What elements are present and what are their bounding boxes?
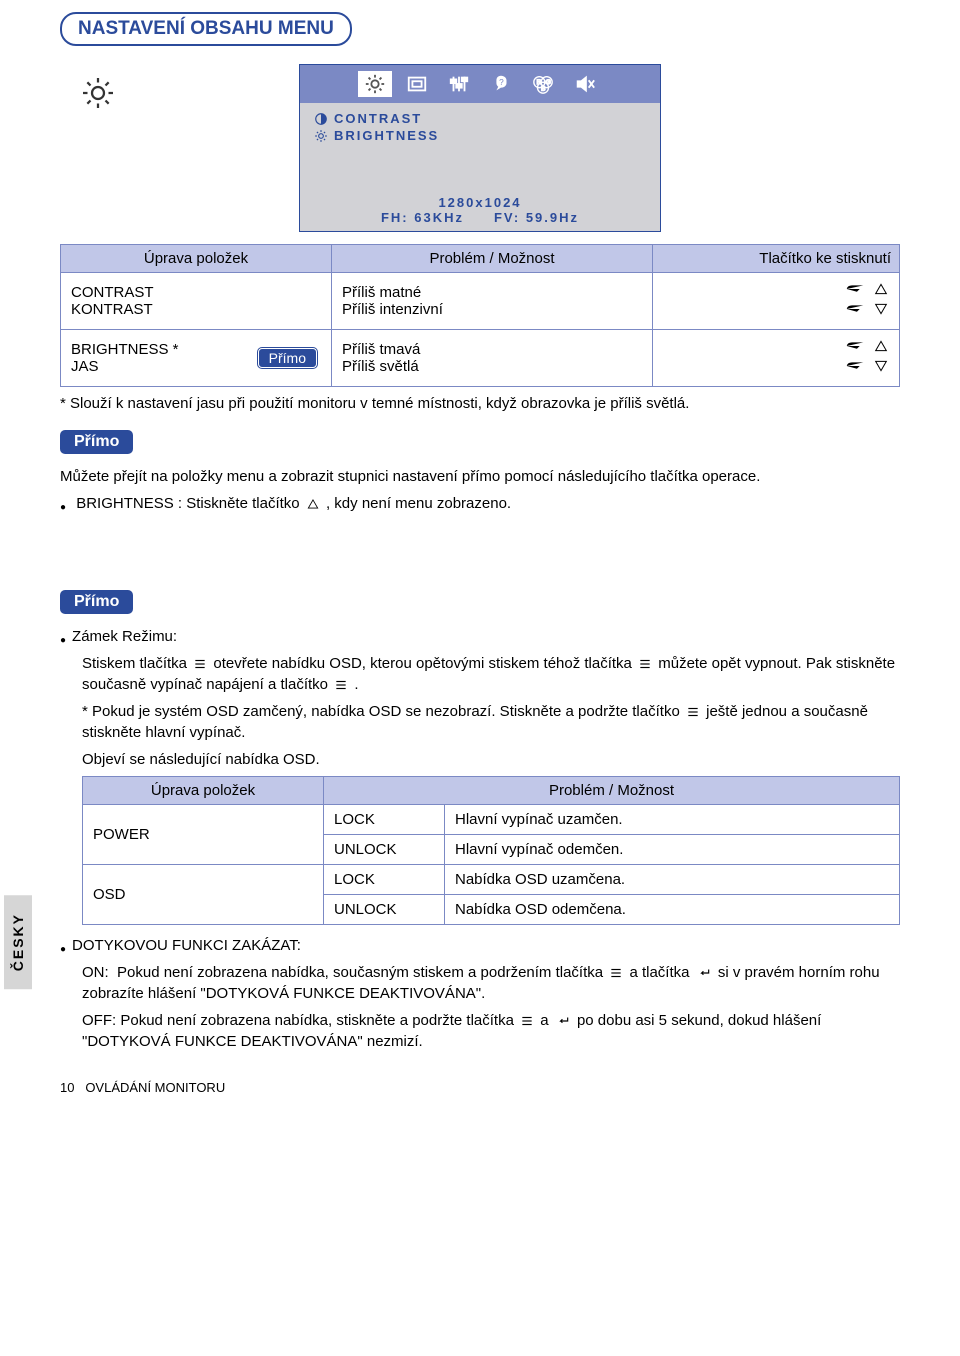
table2-power-lock: LOCK — [324, 805, 445, 835]
table-row: BRIGHTNESS * JAS Přímo Příliš tmavá Příl… — [61, 330, 900, 387]
table2-osd: OSD — [83, 865, 324, 925]
table2-osd-unlock-desc: Nabídka OSD odemčena. — [445, 895, 900, 925]
table2-power-lock-desc: Hlavní vypínač uzamčen. — [445, 805, 900, 835]
table2-header-problem: Problém / Možnost — [324, 777, 900, 805]
triangle-up-icon — [306, 497, 320, 511]
osd-item-brightness: BRIGHTNESS — [334, 128, 439, 143]
menu-icon — [609, 966, 623, 980]
row-left-line2: JAS — [71, 358, 179, 375]
table2-power-unlock: UNLOCK — [324, 835, 445, 865]
osd-fv: FV: 59.9Hz — [494, 210, 579, 225]
press-down-icon — [845, 358, 889, 374]
lock-line2: * Pokud je systém OSD zamčený, nabídka O… — [82, 701, 900, 743]
contrast-icon — [314, 112, 328, 126]
row-left-line2: KONTRAST — [71, 301, 321, 318]
screen-icon — [400, 71, 434, 97]
lock-line1a: Stiskem tlačítka — [82, 655, 191, 672]
language-icon: ? — [484, 71, 518, 97]
table1-header-items: Úprava položek — [61, 245, 332, 273]
touch-off-label: OFF: — [82, 1012, 116, 1029]
table-row: POWER LOCK Hlavní vypínač uzamčen. — [83, 805, 900, 835]
enter-icon — [555, 1014, 571, 1028]
svg-text:G: G — [546, 79, 551, 86]
lock-line1: Stiskem tlačítka otevřete nabídku OSD, k… — [82, 653, 900, 695]
settings-table: Úprava položek Problém / Možnost Tlačítk… — [60, 244, 900, 387]
lock-table: Úprava položek Problém / Možnost POWER L… — [82, 776, 900, 925]
side-language-tab: ČESKY — [4, 895, 32, 989]
primo1-bullet-prefix: BRIGHTNESS : Stiskněte tlačítko — [76, 495, 304, 512]
menu-icon — [686, 705, 700, 719]
brightness-icon — [358, 71, 392, 97]
brightness-large-icon — [80, 75, 116, 111]
table2-power: POWER — [83, 805, 324, 865]
table2-osd-unlock: UNLOCK — [324, 895, 445, 925]
menu-icon — [520, 1014, 534, 1028]
primo1-text: Můžete přejít na položky menu a zobrazit… — [60, 466, 900, 487]
press-up-icon — [845, 338, 889, 354]
footer-page-number: 10 — [60, 1080, 74, 1095]
osd-resolution: 1280x1024 — [314, 195, 646, 210]
table1-header-button: Tlačítko ke stisknutí — [653, 245, 900, 273]
touch-on: ON: Pokud není zobrazena nabídka, součas… — [82, 962, 900, 1004]
lock-line2a: * Pokud je systém OSD zamčený, nabídka O… — [82, 703, 684, 720]
page-title: NASTAVENÍ OBSAHU MENU — [60, 12, 352, 46]
page-footer: 10 OVLÁDÁNÍ MONITORU — [60, 1080, 900, 1095]
table-row: CONTRAST KONTRAST Příliš matné Příliš in… — [61, 273, 900, 330]
table2-osd-lock-desc: Nabídka OSD uzamčena. — [445, 865, 900, 895]
touch-disable-title: DOTYKOVOU FUNKCI ZAKÁZAT: — [60, 935, 900, 956]
lock-line3: Objeví se následující nabídka OSD. — [82, 749, 900, 770]
enter-icon — [696, 966, 712, 980]
primo-section-2: Přímo — [60, 590, 133, 614]
primo1-bullet: BRIGHTNESS : Stiskněte tlačítko , kdy ne… — [60, 493, 900, 514]
row-mid-line2: Příliš světlá — [342, 358, 642, 375]
svg-text:B: B — [541, 85, 545, 92]
press-up-icon — [845, 281, 889, 297]
svg-text:?: ? — [499, 78, 504, 87]
lock-line1b: otevřete nabídku OSD, kterou opětovými s… — [213, 655, 636, 672]
footer-text: OVLÁDÁNÍ MONITORU — [85, 1080, 225, 1095]
row-left-line1: CONTRAST — [71, 284, 321, 301]
osd-body: CONTRAST BRIGHTNESS 1280x1024 FH: 63KHz … — [300, 103, 660, 231]
primo-section-1: Přímo — [60, 430, 133, 454]
touch-off: OFF: Pokud není zobrazena nabídka, stisk… — [82, 1010, 900, 1052]
menu-icon — [193, 657, 207, 671]
table-row: OSD LOCK Nabídka OSD uzamčena. — [83, 865, 900, 895]
brightness-small-icon — [314, 129, 328, 143]
row-left-line1: BRIGHTNESS * — [71, 341, 179, 358]
lock-line1d: . — [354, 676, 358, 693]
row-mid-line1: Příliš tmavá — [342, 341, 642, 358]
table2-header-items: Úprava položek — [83, 777, 324, 805]
primo-badge: Přímo — [258, 348, 317, 368]
osd-tab-bar: ? RGB — [300, 65, 660, 103]
row-mid-line2: Příliš intenzivní — [342, 301, 642, 318]
touch-off-b: a — [540, 1012, 553, 1029]
touch-on-b: a tlačítka — [629, 964, 693, 981]
press-down-icon — [845, 301, 889, 317]
row-mid-line1: Příliš matné — [342, 284, 642, 301]
menu-icon — [638, 657, 652, 671]
footnote: * Slouží k nastavení jasu při použití mo… — [60, 393, 900, 414]
touch-off-a: Pokud není zobrazena nabídka, stiskněte … — [120, 1012, 518, 1029]
table2-osd-lock: LOCK — [324, 865, 445, 895]
table1-header-problem: Problém / Možnost — [332, 245, 653, 273]
color-icon: RGB — [526, 71, 560, 97]
adjust-icon — [442, 71, 476, 97]
osd-item-contrast: CONTRAST — [334, 111, 422, 126]
table2-power-unlock-desc: Hlavní vypínač odemčen. — [445, 835, 900, 865]
primo1-bullet-suffix: , kdy není menu zobrazeno. — [326, 495, 511, 512]
lock-mode-title: Zámek Režimu: — [60, 626, 900, 647]
touch-on-a: Pokud není zobrazena nabídka, současným … — [117, 964, 607, 981]
touch-on-label: ON: — [82, 964, 109, 981]
audio-icon — [568, 71, 602, 97]
osd-fh: FH: 63KHz — [381, 210, 464, 225]
osd-panel: ? RGB CONTRAST BRIGHTNES — [299, 64, 661, 232]
menu-icon — [334, 678, 348, 692]
